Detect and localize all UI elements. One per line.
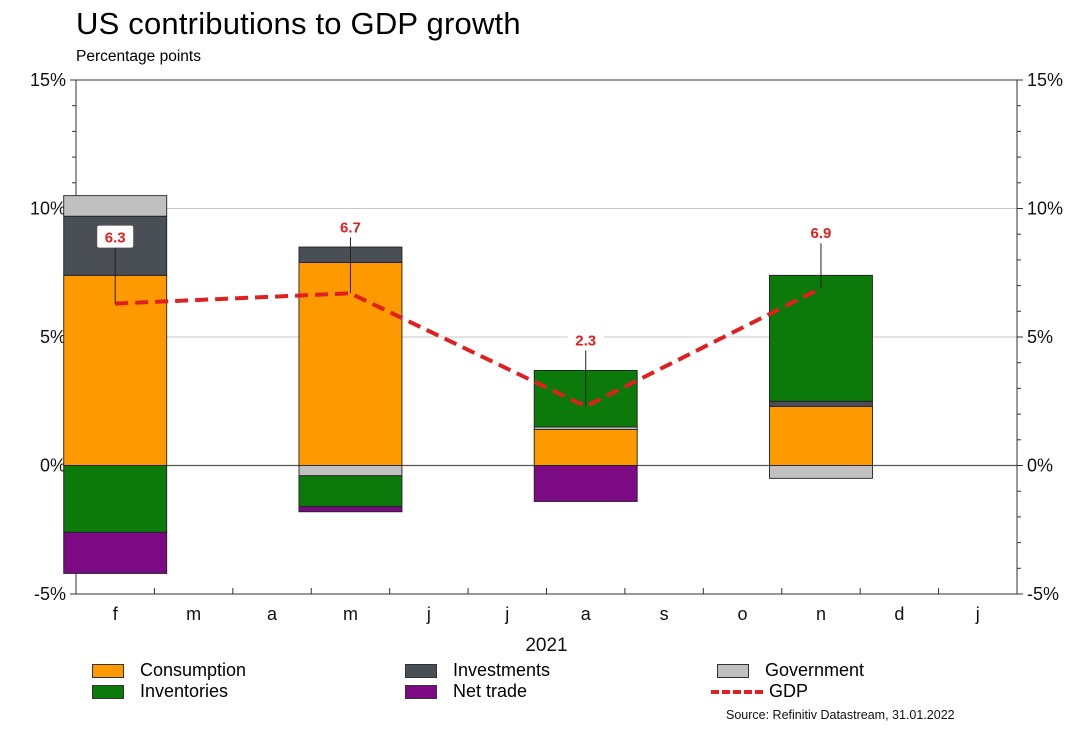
y-tick-label-left: 15% xyxy=(30,70,66,90)
x-tick-label: a xyxy=(267,604,278,624)
bar-segment-inventories xyxy=(769,274,873,402)
x-tick-label: m xyxy=(186,604,201,624)
gdp-label-box xyxy=(567,328,604,351)
gdp-label-box xyxy=(802,221,839,244)
chart-title: US contributions to GDP growth xyxy=(76,6,521,41)
y-tick-label-right: -5% xyxy=(1027,584,1059,604)
y-tick-label-left: -5% xyxy=(34,584,66,604)
bar-segment-consumption xyxy=(769,405,873,466)
gdp-data-label: 6.9 xyxy=(811,225,832,242)
x-tick-label: o xyxy=(738,604,748,624)
gdp-data-label: 6.3 xyxy=(105,230,126,247)
x-tick-label: n xyxy=(816,604,826,624)
gdp-line xyxy=(115,286,822,409)
bar-segment-inventories xyxy=(63,465,168,533)
y-tick-label-right: 0% xyxy=(1027,456,1053,476)
gdp-label-box xyxy=(97,225,134,248)
bar-segment-inventories xyxy=(298,475,403,508)
bar-segment-government xyxy=(298,465,403,477)
x-axis-label: 2021 xyxy=(525,635,567,656)
y-tick-label-left: 10% xyxy=(30,199,66,219)
bar-segment-consumption xyxy=(533,429,638,466)
y-tick-label-right: 15% xyxy=(1027,70,1063,90)
bar-segment-net-trade xyxy=(533,465,638,502)
gdp-data-label: 6.7 xyxy=(340,219,361,236)
x-tick-label: s xyxy=(660,604,669,624)
bar-segment-government xyxy=(769,465,873,479)
x-tick-label: j xyxy=(426,604,431,624)
x-tick-label: j xyxy=(975,604,980,624)
bar-segment-net-trade xyxy=(298,506,403,513)
y-tick-label-left: 0% xyxy=(40,456,66,476)
y-tick-label-right: 10% xyxy=(1027,199,1063,219)
y-tick-label-left: 5% xyxy=(40,327,66,347)
x-tick-label: m xyxy=(343,604,358,624)
x-tick-label: f xyxy=(113,604,119,624)
source-note: Source: Refinitiv Datastream, 31.01.2022 xyxy=(726,708,955,722)
x-tick-label: j xyxy=(504,604,509,624)
y-tick-label-right: 5% xyxy=(1027,327,1053,347)
bar-segment-investments xyxy=(769,400,873,407)
bar-segment-government xyxy=(63,195,168,217)
x-tick-label: a xyxy=(581,604,592,624)
bar-segment-consumption xyxy=(63,274,168,466)
bar-segment-net-trade xyxy=(63,531,168,574)
gdp-label-box xyxy=(332,215,369,238)
chart-subtitle: Percentage points xyxy=(76,48,201,65)
gdp-data-label: 2.3 xyxy=(575,332,596,349)
x-tick-label: d xyxy=(894,604,904,624)
